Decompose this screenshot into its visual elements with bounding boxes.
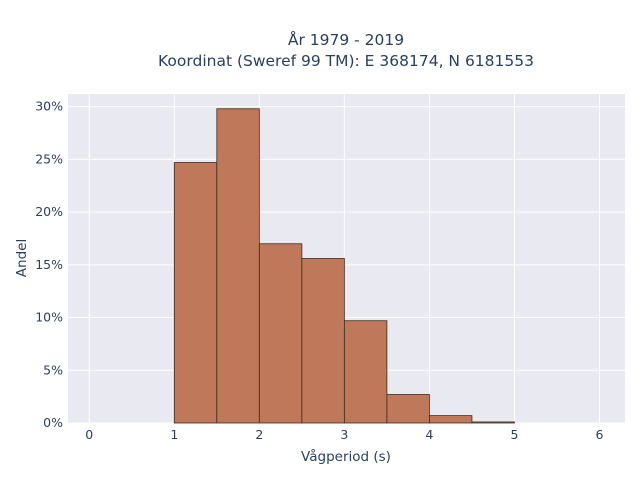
x-tick-label-2: 2 xyxy=(255,427,263,442)
y-tick-label-1: 5% xyxy=(43,362,63,377)
chart-title-line-1: År 1979 - 2019 xyxy=(288,30,404,49)
y-tick-label-0: 0% xyxy=(43,415,63,430)
x-tick-label-1: 1 xyxy=(170,427,178,442)
x-axis-label: Vågperiod (s) xyxy=(301,448,391,465)
y-tick-label-3: 15% xyxy=(35,257,63,272)
y-tick-label-6: 30% xyxy=(35,99,63,114)
histogram-bar-0 xyxy=(173,162,218,424)
histogram-bar-7 xyxy=(471,421,515,424)
x-tick-label-5: 5 xyxy=(510,427,518,442)
x-tick-label-4: 4 xyxy=(425,427,433,442)
y-tick-label-4: 20% xyxy=(35,204,63,219)
bar-layer xyxy=(173,108,515,424)
histogram-bar-5 xyxy=(386,394,430,424)
histogram-bar-4 xyxy=(343,320,388,424)
y-tick-layer: 0% 5% 10% 15% 20% 25% 30% xyxy=(35,99,63,430)
x-tick-label-3: 3 xyxy=(340,427,348,442)
y-tick-label-5: 25% xyxy=(35,151,63,166)
chart-title-line-2: Koordinat (Sweref 99 TM): E 368174, N 61… xyxy=(158,52,534,70)
x-tick-layer: 0 1 2 3 4 5 6 xyxy=(85,427,603,442)
y-axis-label: Andel xyxy=(14,239,30,277)
histogram-bar-2 xyxy=(258,243,303,424)
histogram-bar-6 xyxy=(429,415,473,424)
x-tick-label-6: 6 xyxy=(596,427,604,442)
histogram-bar-1 xyxy=(216,108,260,424)
x-tick-label-0: 0 xyxy=(85,427,93,442)
y-tick-label-2: 10% xyxy=(35,310,63,325)
histogram-bar-3 xyxy=(301,258,345,424)
